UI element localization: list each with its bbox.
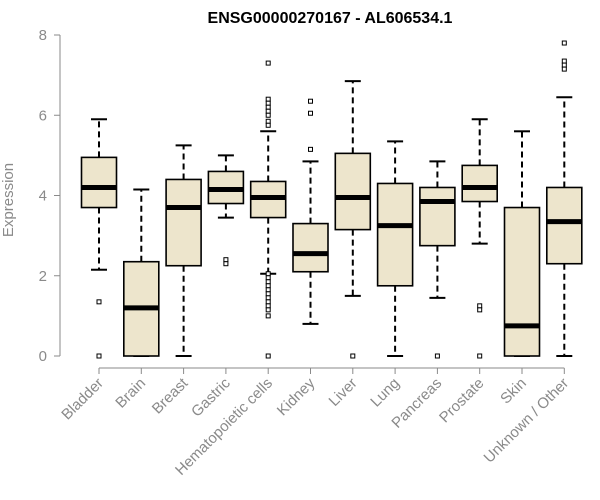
y-tick-label: 0 bbox=[39, 348, 47, 365]
outlier-point bbox=[265, 100, 271, 106]
box-rect bbox=[503, 206, 541, 357]
box-hematopoietic-cells bbox=[249, 60, 287, 359]
outlier-point bbox=[265, 112, 271, 118]
outlier-point bbox=[308, 98, 313, 104]
box-bladder bbox=[80, 118, 118, 359]
y-axis: 0 2 4 6 8 bbox=[39, 27, 61, 365]
box-breast bbox=[165, 144, 202, 357]
outlier-point bbox=[561, 66, 567, 72]
box-liver bbox=[334, 80, 372, 359]
box-rect bbox=[545, 186, 583, 265]
outlier-point bbox=[308, 146, 313, 152]
outlier-point bbox=[265, 96, 271, 102]
outlier-point bbox=[223, 257, 229, 263]
outlier-point bbox=[96, 353, 102, 359]
outlier-point bbox=[265, 60, 271, 66]
outlier-point bbox=[265, 118, 271, 124]
y-tick-label: 6 bbox=[39, 107, 47, 124]
box-pancreas bbox=[419, 160, 456, 359]
outlier-point bbox=[308, 110, 313, 116]
outlier-point bbox=[265, 313, 271, 319]
outlier-point bbox=[223, 261, 229, 267]
outlier-point bbox=[265, 104, 271, 110]
outlier-point bbox=[434, 353, 440, 359]
x-tick-label: Breast bbox=[149, 374, 192, 417]
x-tick-label: Prostate bbox=[436, 375, 488, 427]
box-rect bbox=[419, 186, 456, 247]
x-tick-label: Liver bbox=[326, 375, 361, 410]
outlier-point bbox=[265, 307, 271, 313]
box-rect bbox=[376, 182, 414, 287]
outlier-point bbox=[265, 275, 271, 281]
plot-area bbox=[80, 40, 583, 359]
box-unknown-other bbox=[545, 40, 583, 357]
box-rect bbox=[334, 152, 372, 231]
chart-title: ENSG00000270167 - AL606534.1 bbox=[208, 10, 453, 27]
x-tick-label: Bladder bbox=[58, 375, 107, 424]
box-lung bbox=[376, 140, 414, 357]
y-tick-label: 8 bbox=[39, 27, 47, 44]
outlier-point bbox=[477, 303, 483, 309]
box-skin bbox=[503, 130, 541, 357]
outlier-point bbox=[350, 353, 356, 359]
box-rect bbox=[292, 222, 329, 273]
outlier-point bbox=[265, 283, 271, 289]
outlier-point bbox=[265, 291, 271, 297]
outlier-point bbox=[265, 299, 271, 305]
outlier-point bbox=[265, 295, 271, 301]
outlier-point bbox=[265, 108, 271, 114]
x-tick-label: Lung bbox=[367, 375, 403, 411]
outlier-point bbox=[265, 353, 271, 359]
x-tick-label: Skin bbox=[497, 375, 530, 408]
y-axis-label: Expression bbox=[0, 163, 17, 237]
box-rect bbox=[80, 156, 118, 209]
box-prostate bbox=[461, 118, 499, 359]
y-tick-label: 4 bbox=[39, 188, 47, 205]
outlier-point bbox=[265, 271, 271, 277]
outlier-point bbox=[265, 122, 271, 128]
outlier-point bbox=[477, 307, 483, 313]
box-brain bbox=[123, 188, 160, 357]
box-kidney bbox=[292, 98, 329, 325]
outlier-point bbox=[561, 40, 567, 46]
box-rect bbox=[165, 178, 202, 267]
outlier-point bbox=[265, 287, 271, 293]
box-gastric bbox=[207, 154, 245, 267]
x-tick-label: Kidney bbox=[274, 374, 319, 419]
x-tick-label: Brain bbox=[112, 375, 149, 412]
outlier-point bbox=[561, 62, 567, 68]
outlier-point bbox=[265, 303, 271, 309]
outlier-point bbox=[477, 353, 483, 359]
outlier-point bbox=[561, 58, 567, 64]
y-tick-label: 2 bbox=[39, 268, 47, 285]
outlier-point bbox=[96, 299, 102, 305]
box-rect bbox=[461, 164, 499, 203]
outlier-point bbox=[265, 279, 271, 285]
